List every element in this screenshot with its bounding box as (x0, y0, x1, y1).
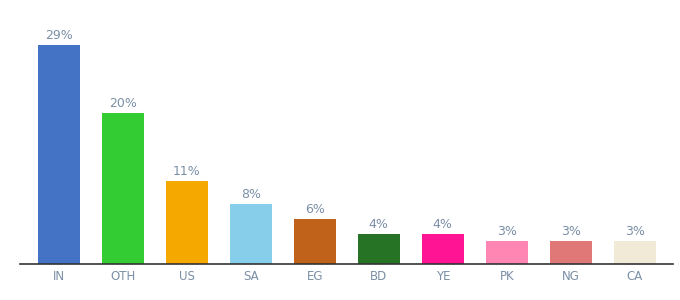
Bar (486, 242, 528, 264)
Text: 6%: 6% (305, 203, 325, 216)
Text: 29%: 29% (45, 29, 73, 42)
Bar (230, 204, 271, 264)
Text: 3%: 3% (625, 225, 645, 238)
Text: 4%: 4% (369, 218, 389, 231)
Bar (422, 234, 464, 264)
Bar (358, 234, 400, 264)
Bar (102, 113, 143, 264)
Text: 3%: 3% (497, 225, 517, 238)
Bar (38, 45, 80, 264)
Text: 3%: 3% (561, 225, 581, 238)
Bar (614, 242, 656, 264)
Bar (550, 242, 592, 264)
Bar (166, 181, 207, 264)
Text: 4%: 4% (433, 218, 453, 231)
Text: 8%: 8% (241, 188, 261, 201)
Bar (294, 219, 336, 264)
Text: 11%: 11% (173, 165, 201, 178)
Text: 20%: 20% (109, 97, 137, 110)
